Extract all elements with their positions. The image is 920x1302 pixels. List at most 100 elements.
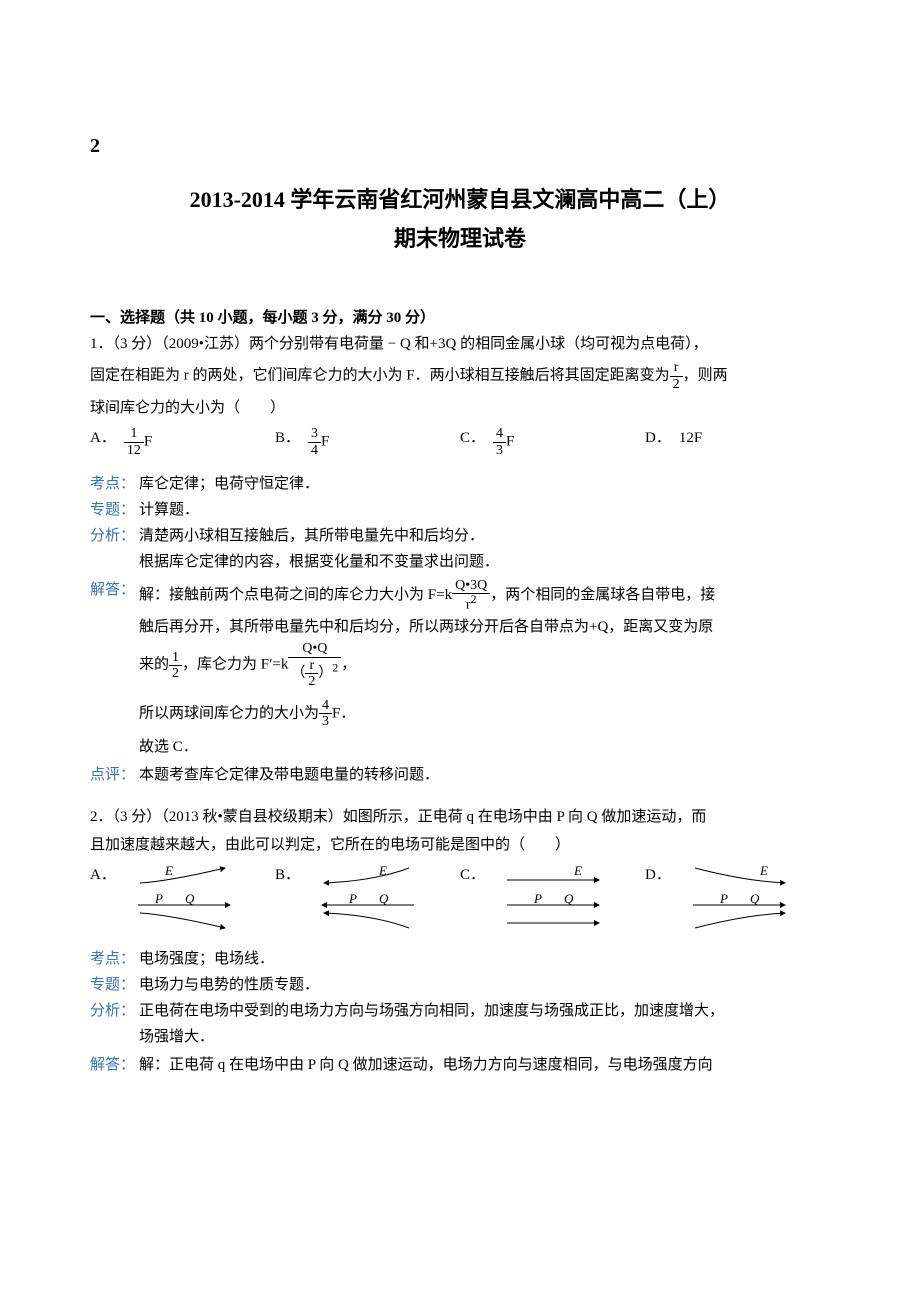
opt-value: 34F (308, 426, 329, 458)
frac-den: r2 (452, 594, 490, 613)
page-number: 2 (90, 130, 830, 162)
label-p: P (348, 891, 357, 906)
q2-jieda: 解答： 解：正电荷 q 在电场中由 P 向 Q 做加速运动，电场力方向与速度相同… (90, 1053, 830, 1079)
opt-tail: F (144, 433, 152, 449)
jieda-l4b: F． (332, 705, 355, 721)
opt-letter: B． (275, 426, 300, 450)
opt-value: 43F (493, 426, 514, 458)
label-p: P (719, 891, 728, 906)
q2-fenxi: 分析： 正电荷在电场中受到的电场力方向与场强方向相同，加速度与场强成正比，加速度… (90, 999, 830, 1051)
q1-stem-mid1: 固定在相距为 r 的两处，它们间库仑力的大小为 F．两小球相互接触后将其固定距离… (90, 368, 670, 384)
opt-value: 12F (679, 426, 702, 450)
frac-num: 4 (319, 698, 332, 714)
zhuanti-label: 专题： (90, 498, 135, 522)
q1-stem-prefix: 1．（3 分）（2009•江苏）两个分别带有电荷量 − Q 和+3Q 的相同金属… (90, 336, 708, 352)
label-q: Q (564, 891, 574, 906)
frac-1-12: 112 (124, 426, 144, 458)
field-diagram-d: E P Q (685, 863, 805, 933)
title-line2: 期末物理试卷 (90, 221, 830, 256)
opt-letter: B． (275, 863, 300, 887)
q1-dianping: 点评： 本题考查库仑定律及带电题电量的转移问题． (90, 763, 830, 787)
frac-big: Q•Q（r2）2 (288, 641, 341, 689)
frac-1-2: 12 (169, 650, 182, 682)
q1-stem-suffix: 球间库仑力的大小为（ ） (90, 396, 830, 420)
q1-zhuanti: 专题： 计算题． (90, 498, 830, 522)
label-q: Q (185, 891, 195, 906)
title-line1: 2013-2014 学年云南省红河州蒙自县文澜高中高二（上） (90, 182, 830, 217)
fenxi-l1: 正电荷在电场中受到的电场力方向与场强方向相同，加速度与场强成正比，加速度增大， (139, 999, 830, 1023)
frac-q3q-r2: Q•3Qr2 (452, 578, 490, 613)
jieda-l5: 故选 C． (139, 735, 830, 759)
opt-letter: D． (645, 426, 671, 450)
q2-opt-b: B． E P Q (275, 863, 460, 933)
frac-num: Q•Q (288, 641, 341, 657)
q1-jieda: 解答： 解：接触前两个点电荷之间的库仑力大小为 F=kQ•3Qr2，两个相同的金… (90, 578, 830, 761)
frac-num: r (305, 658, 318, 674)
opt-letter: A． (90, 863, 116, 887)
kaodian-label: 考点： (90, 947, 135, 971)
label-e: E (759, 863, 768, 878)
frac-r-over-2: r2 (670, 360, 683, 392)
fenxi-l1: 清楚两小球相互接触后，其所带电量先中和后均分． (139, 524, 830, 548)
frac-den: 3 (319, 714, 332, 729)
fenxi-label: 分析： (90, 524, 135, 548)
q1-opt-b: B． 34F (275, 426, 460, 458)
label-e: E (164, 863, 173, 878)
frac-3-4: 34 (308, 426, 321, 458)
frac-4-3-ans: 43 (319, 698, 332, 730)
kaodian-body: 电场强度；电场线． (139, 947, 830, 971)
fenxi-label: 分析： (90, 999, 135, 1023)
jieda-label: 解答： (90, 578, 135, 602)
frac-num: r (670, 360, 683, 376)
jieda-l3c: ， (341, 657, 356, 673)
q2-stem-l1: 2．（3 分）（2013 秋•蒙自县校级期末）如图所示，正电荷 q 在电场中由 … (90, 805, 830, 829)
frac-num: 1 (169, 650, 182, 666)
label-p: P (533, 891, 542, 906)
q1-opt-c: C． 43F (460, 426, 645, 458)
opt-letter: C． (460, 426, 485, 450)
label-q: Q (379, 891, 389, 906)
frac-num: 1 (124, 426, 144, 442)
field-diagram-c: E P Q (499, 863, 619, 933)
q1-stem-mid2: ，则两 (683, 368, 728, 384)
frac-den: 2 (670, 377, 683, 392)
frac-den: 2 (169, 666, 182, 681)
q1-opt-d: D． 12F (645, 426, 830, 458)
jieda-body: 解：正电荷 q 在电场中由 P 向 Q 做加速运动，电场力方向与速度相同，与电场… (139, 1053, 830, 1079)
jieda-l4a: 所以两球间库仑力的大小为 (139, 705, 319, 721)
jieda-body: 解：接触前两个点电荷之间的库仑力大小为 F=kQ•3Qr2，两个相同的金属球各自… (139, 578, 830, 761)
opt-letter: D． (645, 863, 671, 887)
jieda-l3a: 来的 (139, 657, 169, 673)
jieda-l1b: ，两个相同的金属球各自带电，接 (490, 587, 715, 603)
kaodian-label: 考点： (90, 472, 135, 496)
frac-den: 2 (305, 674, 318, 689)
jieda-l2: 触后再分开，其所带电量先中和后均分，所以两球分开后各自带点为+Q，距离又变为原 (139, 615, 830, 639)
jieda-l3: 来的12，库仑力为 F′=kQ•Q（r2）2， (139, 641, 830, 689)
q1-options: A． 112F B． 34F C． 43F D． 12F (90, 426, 830, 458)
jieda-l4: 所以两球间库仑力的大小为43F． (139, 698, 830, 730)
q2-stem-l2: 且加速度越来越大，由此可以判定，它所在的电场可能是图中的（ ） (90, 833, 830, 857)
exp: 2 (332, 661, 338, 674)
opt-tail: F (506, 433, 514, 449)
label-q: Q (750, 891, 760, 906)
jieda-l1: 解：接触前两个点电荷之间的库仑力大小为 F=kQ•3Qr2，两个相同的金属球各自… (139, 578, 830, 613)
q1-stem-mid: 固定在相距为 r 的两处，它们间库仑力的大小为 F．两小球相互接触后将其固定距离… (90, 360, 830, 392)
kaodian-body: 库仑定律；电荷守恒定律． (139, 472, 830, 496)
fenxi-l2: 根据库仑定律的内容，根据变化量和不变量求出问题． (139, 550, 830, 574)
q1-fenxi: 分析： 清楚两小球相互接触后，其所带电量先中和后均分． 根据库仑定律的内容，根据… (90, 524, 830, 576)
den-sup: 2 (471, 593, 477, 606)
frac-num: 3 (308, 426, 321, 442)
q2-opt-d: D． E P Q (645, 863, 830, 933)
jieda-l3b: ，库仑力为 F′=k (182, 657, 288, 673)
frac-den: 12 (124, 443, 144, 458)
fenxi-body: 正电荷在电场中受到的电场力方向与场强方向相同，加速度与场强成正比，加速度增大， … (139, 999, 830, 1051)
frac-4-3: 43 (493, 426, 506, 458)
q2-opt-c: C． E P Q (460, 863, 645, 933)
label-p: P (154, 891, 163, 906)
frac-num: Q•3Q (452, 578, 490, 594)
zhuanti-body: 计算题． (139, 498, 830, 522)
zhuanti-label: 专题： (90, 973, 135, 997)
jieda-l1a: 解：接触前两个点电荷之间的库仑力大小为 F=k (139, 587, 452, 603)
q2-kaodian: 考点： 电场强度；电场线． (90, 947, 830, 971)
label-e: E (573, 863, 582, 878)
